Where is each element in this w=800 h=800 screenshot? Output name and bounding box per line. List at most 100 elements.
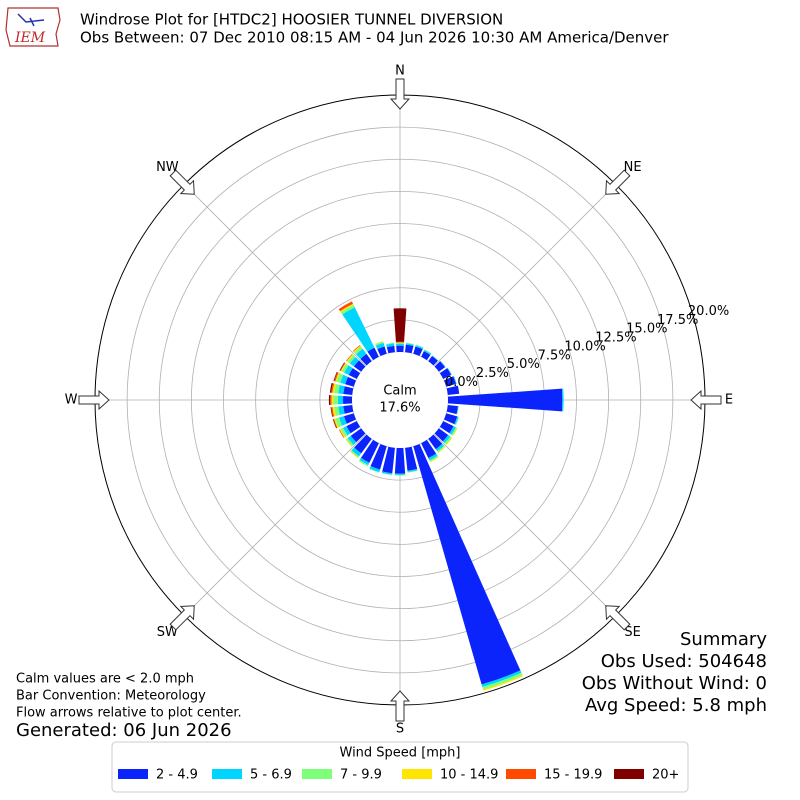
r-tick-label: 17.5% [657, 313, 698, 328]
bar-segment [343, 413, 357, 424]
bar-segment [340, 362, 346, 372]
bar-segment [396, 343, 404, 346]
bar-segment [453, 376, 457, 384]
legend: Wind Speed [mph] 2 - 4.9 5 - 6.9 7 - 9.9 10… [111, 741, 689, 793]
bar-segment [439, 421, 454, 434]
bar-segment [375, 342, 385, 350]
summary: Avg Speed: 5.8 mph [585, 695, 767, 716]
bar-segment [339, 362, 345, 371]
legend-swatch [506, 769, 536, 779]
bar-segment [483, 675, 524, 691]
legend-label: 2 - 4.9 [156, 768, 198, 783]
bar-segment [343, 396, 353, 404]
legend-swatch [212, 769, 242, 779]
bar-segment [331, 407, 335, 417]
bar-segment [395, 342, 405, 344]
bars [328, 301, 564, 691]
bar-segment [358, 460, 369, 467]
bar-segment [350, 450, 359, 458]
bar-segment [423, 349, 432, 355]
chart-title: Windrose Plot for [HTDC2] HOOSIER TUNNEL… [80, 11, 503, 29]
bar-segment [431, 355, 439, 361]
bar-segment [381, 471, 393, 475]
logo-text: IEM [14, 30, 46, 46]
bar-segment [333, 395, 339, 405]
logo-icon [17, 13, 45, 27]
bar-segment [353, 360, 366, 372]
bar-segment [449, 426, 456, 435]
bar-segment [332, 383, 336, 394]
bar-segment [407, 469, 418, 473]
r-tick-label: 12.5% [595, 331, 636, 346]
bar-segment [347, 355, 356, 364]
bar-segment [421, 351, 431, 361]
bar-segment [345, 376, 357, 387]
bar-segment [447, 388, 563, 412]
note: Calm values are < 2.0 mph [16, 672, 194, 687]
bar-segment [334, 418, 339, 428]
bar-segment [339, 428, 346, 438]
legend-label: 5 - 6.9 [250, 768, 292, 783]
bar-segment [360, 353, 372, 366]
bar-segment [443, 413, 458, 425]
generated: Generated: 06 Jun 2026 [16, 720, 232, 741]
bar-segment [437, 445, 445, 453]
bar-segment [405, 446, 418, 471]
bar-segment [345, 439, 353, 447]
bar-segment [346, 438, 354, 447]
bar-segment [341, 363, 349, 373]
grid-spoke [433, 433, 616, 616]
bar-segment [481, 670, 522, 688]
legend-title: Wind Speed [mph] [340, 746, 461, 761]
bar-segment [386, 342, 395, 345]
bar-segment [350, 428, 366, 443]
r-tick-label: 5.0% [507, 357, 540, 372]
bar-segment [435, 443, 445, 452]
r-tick-label: 15.0% [626, 322, 667, 337]
bar-segment [374, 340, 384, 345]
direction-label: NW [156, 160, 179, 175]
bar-segment [355, 348, 367, 360]
bar-segment [333, 418, 338, 429]
legend-label: 7 - 9.9 [340, 768, 382, 783]
bar-segment [393, 308, 407, 342]
bar-segment [353, 345, 362, 353]
bar-segment [335, 372, 340, 382]
bar-segment [334, 372, 339, 382]
legend-swatch [302, 769, 332, 779]
bar-segment [331, 395, 334, 405]
direction-label: E [725, 393, 733, 408]
legend-box [111, 741, 689, 793]
bar-segment [452, 427, 458, 436]
bar-segment [386, 345, 395, 354]
flow-arrow [605, 169, 631, 195]
bar-segment [329, 382, 333, 393]
flow-arrow [690, 389, 722, 411]
bar-segment [428, 434, 443, 450]
summary: Obs Used: 504648 [601, 651, 767, 672]
bar-segment [377, 346, 387, 357]
bar-segment [340, 304, 355, 315]
bar-segment [330, 407, 333, 417]
direction-label: SE [624, 625, 640, 640]
bar-segment [349, 356, 360, 367]
bar-segment [443, 376, 457, 387]
logo: IEM [5, 7, 61, 47]
bar-segment [434, 428, 449, 442]
legend-swatch [402, 769, 432, 779]
bar-segment [396, 343, 404, 344]
legend-label: 20+ [652, 768, 679, 783]
bar-segment [395, 341, 405, 343]
bar-segment [429, 455, 439, 462]
bar-segment [444, 436, 452, 445]
calm-label: Calm [383, 384, 416, 399]
bar-segment [330, 395, 332, 405]
bar-segment [369, 466, 381, 473]
r-tick-label: 7.5% [538, 348, 571, 363]
bar-segment [334, 406, 340, 416]
bar-segment [428, 355, 438, 366]
bar-segment [439, 368, 452, 379]
bar-segment [336, 373, 344, 383]
bar-segment [333, 371, 338, 382]
